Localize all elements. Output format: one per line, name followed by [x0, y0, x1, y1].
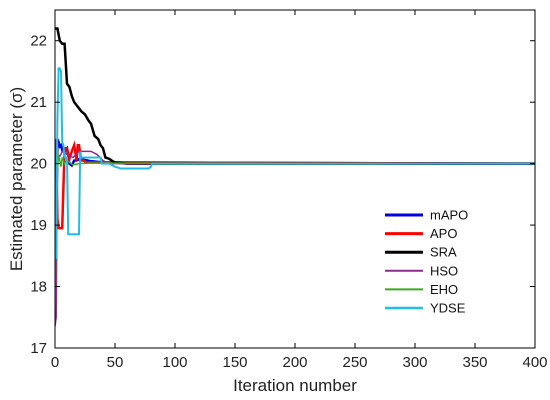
y-tick-label: 22	[30, 33, 47, 50]
legend-label: EHO	[430, 282, 458, 297]
x-tick-label: 350	[462, 354, 487, 371]
series-layer	[55, 27, 535, 327]
tick-layer: 0 50 100 150 200 250 300 350 400 17 18 19 20 21 22	[30, 10, 548, 371]
series-line-apo	[55, 138, 535, 230]
x-tick-label: 0	[51, 354, 59, 371]
y-tick-label: 20	[30, 156, 47, 173]
x-tick-label: 200	[282, 354, 307, 371]
x-tick-label: 150	[222, 354, 247, 371]
x-tick-label: 100	[162, 354, 187, 371]
x-axis-label: Iteration number	[233, 376, 357, 395]
y-axis-label: Estimated parameter (σ)	[7, 87, 26, 271]
y-tick-label: 17	[30, 340, 47, 357]
legend-item-apo: APO	[385, 226, 457, 241]
x-tick-label: 400	[522, 354, 547, 371]
y-tick-label: 19	[30, 217, 47, 234]
legend-label: SRA	[430, 245, 457, 260]
legend-label: mAPO	[430, 208, 468, 223]
series-line-ydse	[55, 67, 535, 259]
legend-item-ydse: YDSE	[385, 301, 466, 316]
series-line-sra	[55, 27, 535, 165]
legend-label: HSO	[430, 263, 458, 278]
x-tick-label: 300	[402, 354, 427, 371]
legend-item-mapo: mAPO	[385, 208, 468, 223]
legend: mAPO APO SRA HSO EHO YDSE	[385, 208, 468, 316]
y-tick-label: 21	[30, 94, 47, 111]
legend-item-hso: HSO	[385, 263, 458, 278]
legend-label: APO	[430, 226, 457, 241]
x-tick-label: 250	[342, 354, 367, 371]
y-tick-label: 18	[30, 279, 47, 296]
legend-item-sra: SRA	[385, 245, 457, 260]
x-tick-label: 50	[107, 354, 124, 371]
legend-item-eho: EHO	[385, 282, 458, 297]
legend-label: YDSE	[430, 301, 466, 316]
